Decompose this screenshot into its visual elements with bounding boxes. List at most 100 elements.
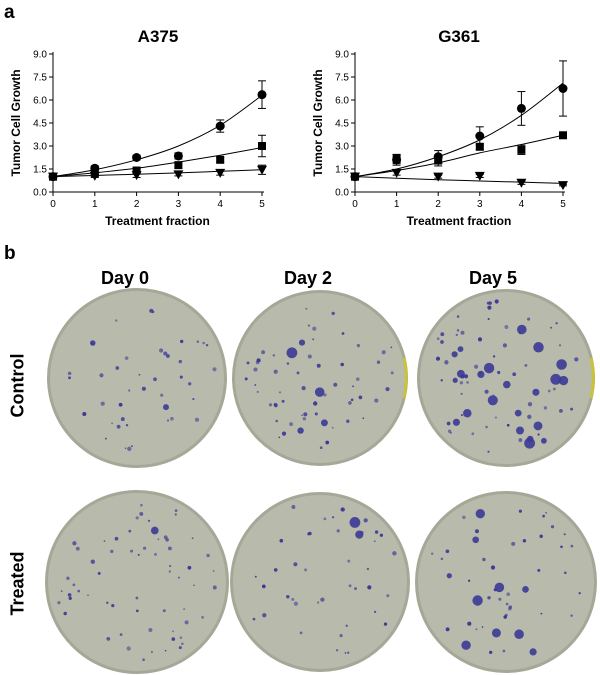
colony	[497, 370, 501, 375]
colony	[574, 357, 579, 362]
x-tick-label: 2	[134, 199, 140, 210]
colony-large	[90, 340, 96, 346]
colony	[273, 402, 278, 407]
colony-large	[516, 426, 524, 435]
dish-control-day-2	[232, 290, 408, 466]
colony	[163, 351, 168, 356]
colony	[63, 611, 67, 616]
colony	[312, 338, 315, 341]
data-point-circle	[257, 90, 267, 100]
colony-large	[150, 526, 159, 535]
colony-large	[457, 346, 464, 353]
colony	[477, 337, 483, 342]
data-point-circle	[215, 121, 225, 131]
colony	[194, 417, 200, 422]
colony	[356, 343, 361, 348]
colony	[374, 530, 379, 534]
colony	[57, 601, 61, 605]
y-tick-label: 3.0	[335, 142, 349, 153]
colony	[435, 356, 441, 361]
colony	[299, 631, 303, 635]
colony	[179, 375, 183, 379]
colony	[183, 608, 185, 610]
chart-title: A375	[138, 27, 179, 46]
colony	[135, 596, 139, 600]
data-point-triangle	[391, 168, 402, 178]
colony	[487, 450, 490, 453]
colony-large	[349, 516, 361, 528]
colony	[367, 585, 372, 590]
colony	[563, 533, 566, 536]
data-point-circle	[132, 153, 142, 162]
x-axis-label: Treatment fraction	[407, 214, 512, 228]
dish-control-day-5	[417, 289, 595, 467]
colony	[201, 616, 204, 619]
colony	[151, 310, 155, 314]
data-point-square	[517, 145, 526, 154]
colony	[278, 436, 281, 439]
colony	[350, 398, 354, 402]
colony	[174, 513, 177, 516]
colony	[254, 575, 257, 578]
colony	[139, 511, 144, 516]
data-point-square	[258, 142, 266, 150]
colony	[111, 422, 114, 425]
colony	[563, 571, 567, 575]
data-point-triangle	[257, 165, 267, 175]
x-tick-label: 2	[435, 199, 441, 210]
colony	[320, 597, 325, 602]
chart-1: G361 0.0 1.5 3.0 4.5 6.0 7.5 9.0 0 1 2 3 4 5 Treatment…	[311, 27, 568, 228]
dish-plate	[233, 495, 407, 669]
colony	[481, 626, 484, 628]
colony	[142, 546, 147, 550]
fit-curve-triangle-down	[354, 176, 564, 184]
colony	[506, 423, 510, 427]
colony	[67, 593, 72, 597]
colony	[103, 540, 106, 542]
colony	[168, 570, 171, 573]
column-label-day-2: Day 2	[283, 268, 333, 288]
data-point-square	[174, 161, 183, 170]
colony	[281, 399, 285, 403]
colony	[537, 433, 540, 436]
data-point-square	[559, 131, 567, 140]
colony	[128, 389, 131, 392]
colony	[314, 412, 318, 416]
colony	[550, 525, 555, 529]
colony	[319, 446, 323, 450]
data-point-square	[132, 166, 141, 175]
colony	[291, 505, 296, 509]
colony	[261, 350, 266, 355]
colony	[503, 615, 507, 619]
colony	[390, 371, 394, 375]
colony-large	[503, 380, 511, 389]
colony	[488, 301, 492, 305]
colony	[474, 364, 479, 369]
colony	[301, 385, 306, 391]
colony	[376, 360, 381, 364]
x-tick-label: 0	[352, 199, 358, 210]
colony	[99, 373, 104, 378]
growth-charts: A375 0.0 1.5 3.0 4.5 6.0 7.5 9.0 0 1 2 3 4 5 Treatment…	[9, 27, 568, 228]
colony	[373, 610, 377, 614]
colony-large	[477, 370, 485, 378]
colony	[440, 379, 443, 382]
colony	[392, 551, 397, 556]
colony	[177, 576, 180, 579]
colony	[116, 424, 121, 429]
colony	[445, 549, 450, 554]
colony	[140, 503, 143, 507]
colony	[275, 419, 279, 423]
colony	[333, 382, 338, 387]
colony	[171, 637, 176, 641]
colony	[502, 649, 506, 653]
dish-edge-highlight	[589, 357, 595, 399]
colony	[293, 601, 299, 606]
colony	[135, 609, 139, 613]
colony	[331, 426, 334, 429]
colony	[82, 411, 87, 417]
colony	[323, 517, 327, 521]
colony	[104, 437, 107, 440]
colony-large	[163, 404, 169, 411]
